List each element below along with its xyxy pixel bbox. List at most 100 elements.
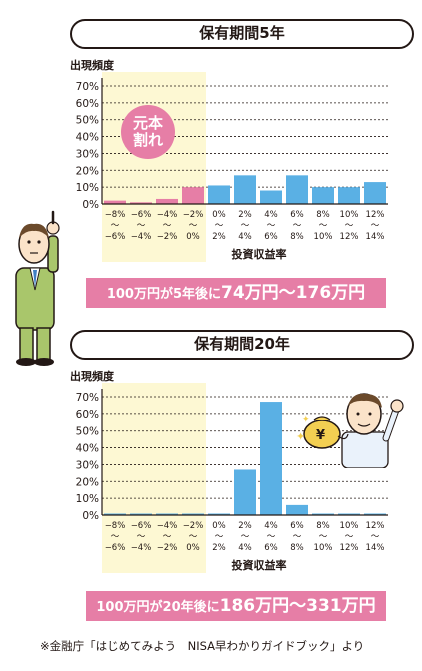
chart1-xtick-label-top: 12%	[366, 210, 385, 220]
chart2-xtick-label-top: 10%	[340, 521, 359, 531]
chart1-xtick-tilde: 〜	[371, 221, 380, 231]
chart1-loss-region	[102, 72, 206, 262]
chart2-ytick-label: 20%	[76, 476, 99, 488]
chart1-xtick-tilde: 〜	[319, 221, 328, 231]
chart2-xtick-label-top: 2%	[238, 521, 252, 531]
chart1-xtick-label-bottom: 6%	[264, 232, 278, 242]
chart2-xtick-tilde: 〜	[215, 532, 224, 542]
chart2-bar	[156, 513, 178, 515]
svg-text:✦: ✦	[302, 415, 310, 425]
principal-loss-bubble-text: 元本	[133, 114, 163, 132]
chart2-xtick-tilde: 〜	[137, 532, 146, 542]
money-bag-man-illustration: ¥ ✦ ✦	[296, 393, 404, 468]
chart1-xtick-label-top: 2%	[238, 210, 252, 220]
chart1-xtick-label-top: 8%	[316, 210, 330, 220]
chart2-xtick-label-bottom: 14%	[366, 543, 385, 553]
chart1-xtick-label-bottom: 0%	[186, 232, 200, 242]
chart2-xtick-label-bottom: 6%	[264, 543, 278, 553]
chart2-bar	[286, 504, 308, 515]
chart2-xtick-label-top: −2%	[183, 521, 204, 531]
chart2-result-box: 100万円が20年後に186万円〜331万円	[86, 591, 386, 621]
chart1-xtick-tilde: 〜	[293, 221, 302, 231]
chart2-xtick-label-bottom: 12%	[340, 543, 359, 553]
chart2-loss-region	[102, 383, 206, 573]
chart2-ylabel: 出現頻度	[70, 370, 114, 383]
chart2-xtick-label-top: 4%	[264, 521, 278, 531]
chart1-xtick-tilde: 〜	[163, 221, 172, 231]
chart1-bar	[130, 202, 152, 204]
chart2-ytick-label: 10%	[76, 493, 99, 505]
chart1-ytick-label: 40%	[76, 132, 99, 144]
chart1-bar	[286, 175, 308, 204]
chart1-xtick-label-top: −8%	[105, 210, 126, 220]
chart1-xtick-label-top: −2%	[183, 210, 204, 220]
chart2-xtick-tilde: 〜	[163, 532, 172, 542]
chart1-bar	[104, 200, 126, 204]
chart1-xtick-label-bottom: 10%	[314, 232, 333, 242]
chart2-xtick-tilde: 〜	[345, 532, 354, 542]
chart1-result-prefix: 100万円が5年後に	[106, 287, 222, 302]
chart2-xtick-label-top: 8%	[316, 521, 330, 531]
chart1-xtick-tilde: 〜	[189, 221, 198, 231]
chart2-xtick-label-top: 6%	[290, 521, 304, 531]
chart1-xtick-label-bottom: 8%	[290, 232, 304, 242]
chart1-xtick-label-bottom: 4%	[238, 232, 252, 242]
chart1-xtick-tilde: 〜	[137, 221, 146, 231]
chart1-ytick-label: 10%	[76, 182, 99, 194]
chart1-bar	[234, 175, 256, 204]
chart2-xtick-label-bottom: −2%	[157, 543, 178, 553]
chart1-xtick-tilde: 〜	[241, 221, 250, 231]
chart2-xtick-label-top: 12%	[366, 521, 385, 531]
chart2-ytick-label: 40%	[76, 443, 99, 455]
chart1-ytick-label: 30%	[76, 148, 99, 160]
chart2-xtick-label-bottom: 4%	[238, 543, 252, 553]
chart1-xlabel: 投資収益率	[232, 247, 287, 261]
chart2-xtick-label-bottom: 8%	[290, 543, 304, 553]
chart1-xtick-label-top: 10%	[340, 210, 359, 220]
chart1-ytick-label: 60%	[76, 98, 99, 110]
chart2-bar	[312, 513, 334, 515]
chart2-xtick-label-bottom: −4%	[131, 543, 152, 553]
chart1-bar	[182, 187, 204, 204]
chart2-ytick-label: 60%	[76, 409, 99, 421]
chart1-plot: 0%10%20%30%40%50%60%70%−8%〜−6%−6%〜−4%−4%…	[76, 72, 388, 262]
chart1-xtick-tilde: 〜	[267, 221, 276, 231]
chart2-bar	[338, 513, 360, 515]
chart1-ytick-label: 0%	[82, 199, 99, 211]
chart2-xtick-tilde: 〜	[293, 532, 302, 542]
chart2-bar	[364, 513, 386, 515]
chart2-xtick-label-bottom: 0%	[186, 543, 200, 553]
svg-text:✦: ✦	[296, 430, 305, 443]
chart2-xtick-label-top: −8%	[105, 521, 126, 531]
chart1-bar	[260, 190, 282, 204]
chart1-bar	[364, 182, 386, 204]
chart1-xtick-label-bottom: 2%	[212, 232, 226, 242]
chart2-title: 保有期間20年	[194, 335, 290, 353]
chart1-xtick-label-bottom: −4%	[131, 232, 152, 242]
chart1-xtick-label-bottom: 14%	[366, 232, 385, 242]
chart1-bar	[156, 198, 178, 204]
chart2-bar	[182, 513, 204, 515]
chart1-title-banner: 保有期間5年	[70, 19, 414, 49]
chart2-bar	[130, 513, 152, 515]
chart2-xtick-label-top: 0%	[212, 521, 226, 531]
chart1-bar	[338, 187, 360, 204]
chart2-result-amount: 186万円〜331万円	[219, 596, 376, 616]
principal-loss-bubble-text: 割れ	[133, 131, 163, 149]
chart2-bar	[208, 513, 230, 515]
chart1-xtick-label-top: −4%	[157, 210, 178, 220]
svg-text:¥: ¥	[316, 428, 325, 443]
chart1-ytick-label: 20%	[76, 165, 99, 177]
chart2-ytick-label: 30%	[76, 459, 99, 471]
principal-loss-bubble	[121, 105, 175, 159]
chart1-xtick-tilde: 〜	[215, 221, 224, 231]
chart2-xtick-label-bottom: 10%	[314, 543, 333, 553]
chart2-bar	[234, 469, 256, 515]
chart1-ytick-label: 50%	[76, 115, 99, 127]
chart2-plot: 0%10%20%30%40%50%60%70%−8%〜−6%−6%〜−4%−4%…	[76, 383, 388, 573]
chart1-result-box: 100万円が5年後に74万円〜176万円	[86, 278, 386, 308]
chart1-xtick-label-top: 4%	[264, 210, 278, 220]
chart1-xtick-label-bottom: 12%	[340, 232, 359, 242]
chart2-xtick-tilde: 〜	[189, 532, 198, 542]
chart1-xtick-tilde: 〜	[345, 221, 354, 231]
